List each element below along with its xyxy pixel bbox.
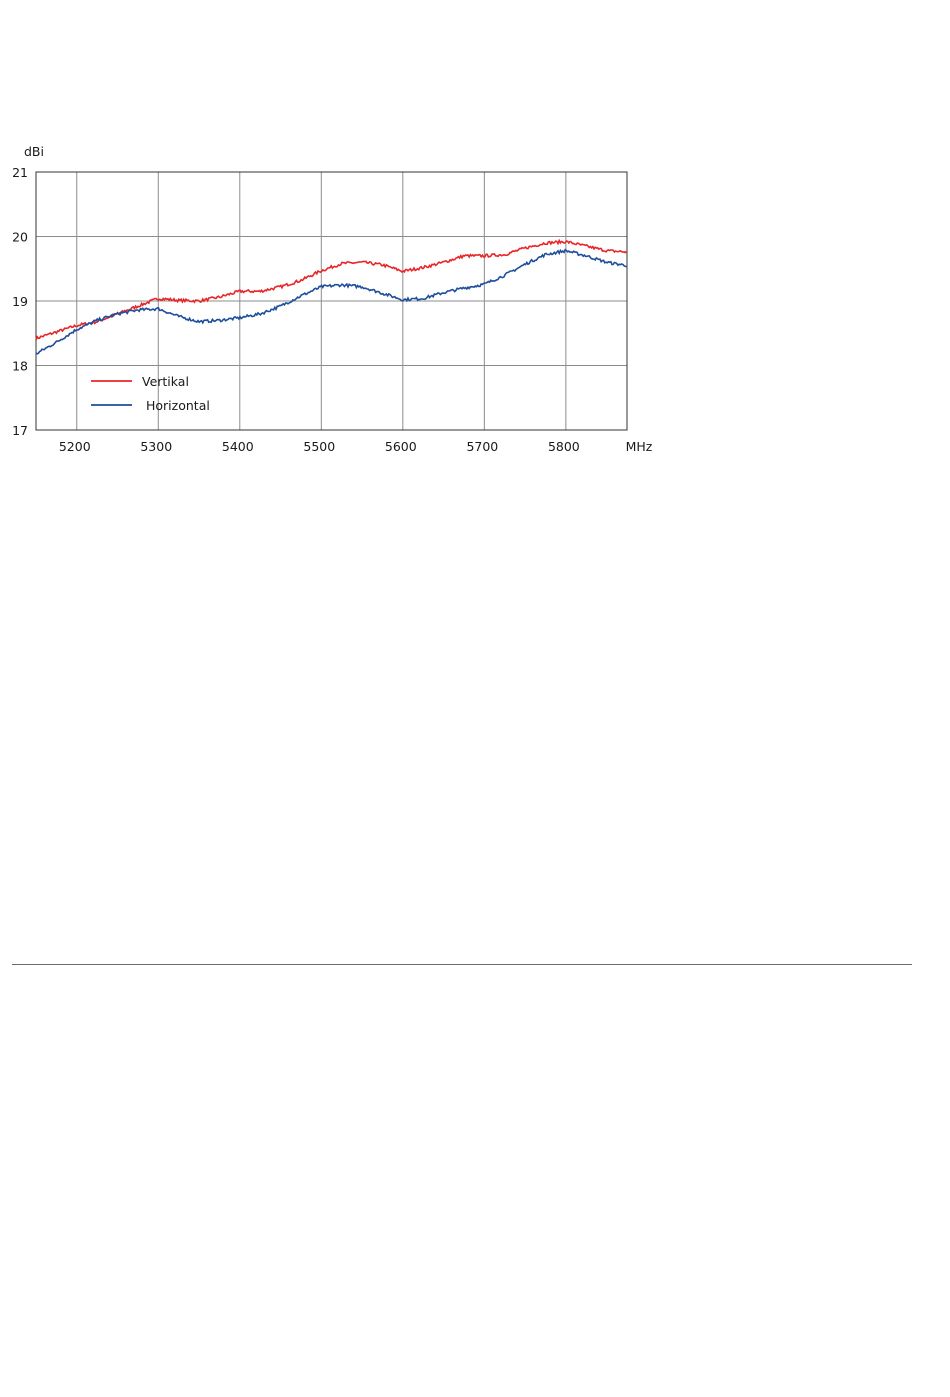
x-tick-label: 5200 [59, 439, 91, 454]
x-tick-label: 5400 [222, 439, 254, 454]
series-line-horizontal [35, 248, 627, 355]
x-tick-label: 5500 [303, 439, 335, 454]
x-tick-label: 5600 [385, 439, 417, 454]
x-axis-label: MHz [626, 439, 653, 454]
gain-chart: 17 18 19 20 21 5200 5300 5400 5500 5600 5700 5800 dB… [12, 144, 653, 454]
x-tick-label: 5800 [548, 439, 580, 454]
legend-label-vertikal: Vertikal [142, 374, 189, 389]
y-tick-label: 19 [12, 294, 28, 309]
plot-frame [35, 171, 628, 431]
legend-label-horizontal: Horizontal [146, 398, 210, 413]
y-tick-label: 17 [12, 423, 28, 438]
series-line-vertikal [35, 238, 627, 341]
y-tick-label: 18 [12, 359, 28, 374]
y-tick-label: 21 [12, 165, 28, 180]
y-tick-label: 20 [12, 230, 28, 245]
y-axis-label: dBi [24, 144, 44, 159]
x-tick-label: 5300 [140, 439, 172, 454]
x-tick-label: 5700 [466, 439, 498, 454]
page-divider [12, 964, 912, 965]
